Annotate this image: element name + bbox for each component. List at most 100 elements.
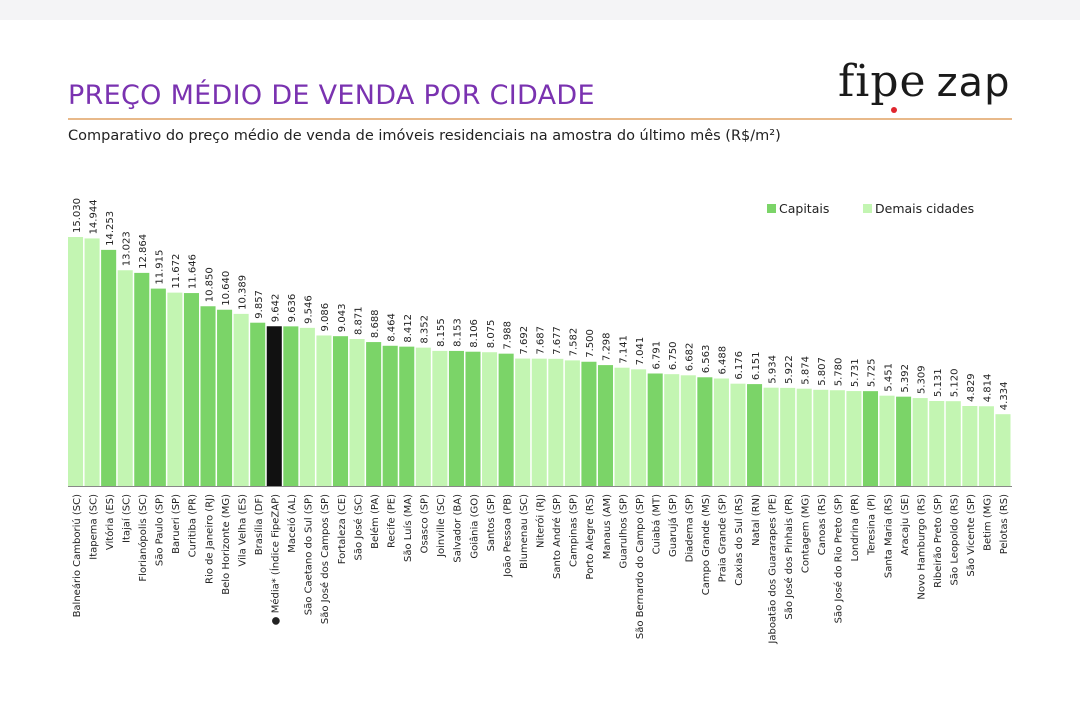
value-label: 5.807 (817, 357, 828, 386)
value-label: 4.334 (999, 382, 1010, 411)
bar (415, 347, 431, 486)
category-label: Rio de Janeiro (RJ) (204, 494, 215, 584)
fipezap-logo: fipe zap (838, 56, 1011, 113)
bar (647, 373, 663, 486)
value-label: 14.253 (105, 211, 116, 246)
category-label: Vitória (ES) (104, 494, 116, 550)
value-label: 5.451 (883, 363, 894, 392)
value-label: 9.857 (254, 290, 265, 319)
legend-label-other: Demais cidades (875, 201, 974, 216)
value-label: 7.677 (552, 326, 563, 355)
value-label: 9.086 (320, 303, 331, 332)
category-label: Betim (MG) (983, 494, 994, 551)
bar (250, 322, 266, 486)
bar (879, 395, 895, 486)
bar (780, 387, 796, 486)
value-label: 5.731 (850, 358, 861, 387)
category-label: São José do Rio Preto (SP) (833, 494, 845, 623)
logo-part-a: fipe (838, 56, 927, 107)
bar (896, 396, 912, 486)
bar (846, 391, 862, 486)
value-label: 10.640 (221, 271, 232, 306)
bar (730, 383, 746, 486)
value-label: 8.464 (386, 313, 397, 342)
bar (747, 384, 763, 486)
value-label: 6.488 (718, 346, 729, 375)
value-label: 9.043 (337, 304, 348, 333)
category-label: Santo André (SP) (551, 494, 563, 579)
value-label: 5.725 (867, 359, 878, 388)
category-label: Itapema (SC) (88, 494, 99, 560)
bar (68, 237, 84, 486)
category-label: São Vicente (SP) (966, 494, 977, 577)
category-label: Ribeirão Preto (SP) (933, 494, 944, 588)
bar (349, 339, 365, 486)
value-label: 11.646 (188, 254, 199, 289)
category-label: Diadema (SP) (685, 494, 696, 562)
category-label: Niterói (RJ) (535, 494, 547, 548)
value-label: 8.153 (453, 318, 464, 347)
category-label: São Caetano do Sul (SP) (304, 494, 315, 615)
value-label: 9.636 (287, 294, 298, 323)
value-label: 7.141 (618, 335, 629, 364)
value-label: 5.120 (950, 369, 961, 398)
title-underline (68, 118, 1012, 120)
category-label: Blumenau (SC) (519, 494, 530, 569)
value-label: 7.582 (569, 328, 580, 357)
value-label: 7.500 (585, 329, 596, 358)
value-label: 12.864 (138, 234, 149, 269)
value-label: 5.922 (784, 355, 795, 384)
category-label: Contagem (MG) (800, 494, 811, 573)
bar (366, 342, 382, 486)
category-label: Novo Hamburgo (RS) (916, 494, 927, 600)
bar (183, 293, 199, 486)
bar (465, 351, 481, 486)
bar (829, 390, 845, 486)
category-label: São Luís (MA) (402, 494, 414, 562)
chart-title: PREÇO MÉDIO DE VENDA POR CIDADE (68, 80, 595, 111)
value-label: 8.075 (486, 320, 497, 349)
value-label: 5.780 (834, 358, 845, 387)
value-label: 5.934 (767, 355, 778, 384)
bar (912, 398, 928, 486)
category-label: Campo Grande (MS) (701, 494, 712, 595)
value-label: 7.687 (536, 326, 547, 355)
bar (614, 367, 630, 486)
value-label: 4.829 (966, 373, 977, 402)
bar (929, 401, 945, 486)
bar (101, 249, 117, 486)
category-label: Natal (RN) (751, 494, 762, 546)
value-label: 9.546 (304, 295, 315, 324)
category-label: ● Média* (Índice FipeZAP) (269, 494, 282, 625)
category-label: Fortaleza (CE) (337, 494, 348, 564)
category-label: Praia Grande (SP) (718, 494, 729, 582)
category-label: Aracaju (SE) (900, 494, 911, 556)
bar (597, 365, 614, 486)
bar (664, 374, 680, 486)
category-label: Barueri (SP) (171, 494, 182, 554)
bar (531, 358, 547, 486)
category-label: Belém (PA) (369, 494, 381, 549)
bar (564, 360, 580, 486)
bar (448, 350, 464, 486)
category-label: Caxias do Sul (RS) (734, 494, 745, 586)
bar (548, 358, 564, 486)
value-label: 11.915 (155, 250, 166, 285)
bar (332, 336, 349, 486)
logo-part-b: zap (936, 60, 1011, 106)
category-label: João Pessoa (PB) (502, 494, 513, 578)
category-label: Itajaí (SC) (120, 494, 132, 543)
value-label: 6.682 (685, 343, 696, 372)
value-label: 13.023 (121, 231, 132, 266)
value-label: 5.874 (800, 356, 811, 385)
category-label: Guarujá (SP) (667, 494, 679, 557)
bar (432, 350, 448, 486)
category-label: Salvador (BA) (453, 494, 464, 563)
value-label: 8.412 (403, 314, 414, 343)
bar (796, 388, 812, 486)
value-label: 6.151 (751, 351, 762, 380)
value-label: 10.389 (237, 275, 248, 310)
bar (945, 401, 961, 486)
bar (680, 375, 696, 486)
bar (763, 387, 779, 486)
